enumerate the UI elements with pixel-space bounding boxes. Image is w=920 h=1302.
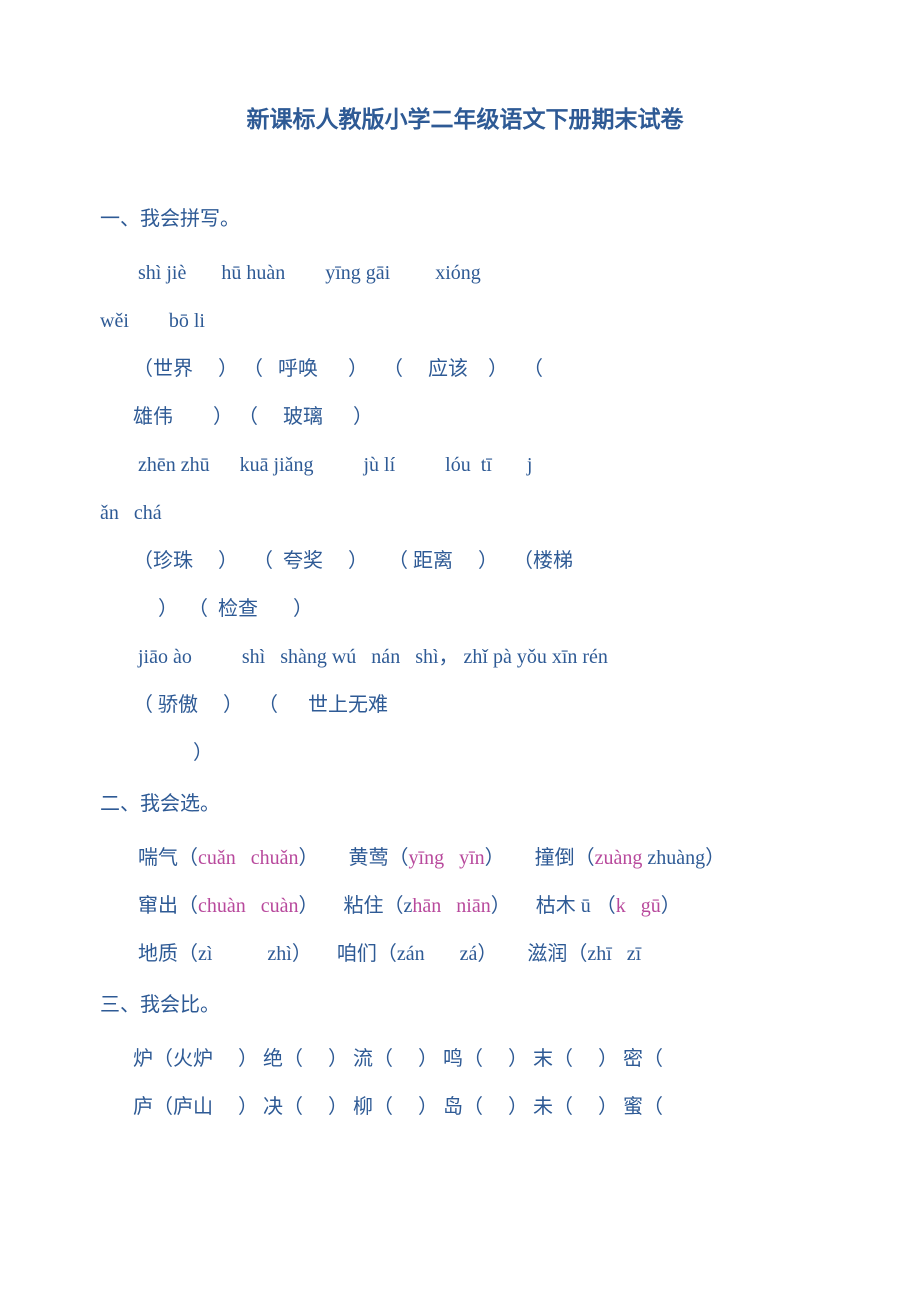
s1-line: zhēn zhū kuā jiǎng jù lí lóu tī j: [100, 441, 830, 489]
answer-pinyin: hān niān: [412, 895, 490, 917]
s1-line: jiāo ào shì shàng wú nán shì， zhǐ pà yǒu…: [100, 633, 830, 681]
s3-line: 炉（火炉 ） 绝（ ） 流（ ） 鸣（ ） 末（ ） 密（: [100, 1035, 830, 1083]
section-3-head: 三、我会比。: [100, 988, 830, 1017]
s1-line: （世界 ） （ 呼唤 ） （ 应该 ） （: [100, 345, 830, 393]
s1-line: 雄伟 ） （ 玻璃 ）: [100, 393, 830, 441]
section-1-head: 一、我会拼写。: [100, 202, 830, 231]
exam-title: 新课标人教版小学二年级语文下册期末试卷: [100, 100, 830, 134]
s1-line: shì jiè hū huàn yīng gāi xióng: [100, 249, 830, 297]
s1-line: ǎn chá: [100, 489, 830, 537]
s3-line: 庐（庐山 ） 决（ ） 柳（ ） 岛（ ） 未（ ） 蜜（: [100, 1083, 830, 1131]
s2-line: 喘气（cuǎn chuǎn） 黄莺（yīng yīn） 撞倒（zuàng zhu…: [100, 834, 830, 882]
answer-pinyin: cuǎn chuǎn: [198, 847, 299, 869]
s1-line: （珍珠 ） （ 夸奖 ） （ 距离 ） （楼梯: [100, 537, 830, 585]
answer-pinyin: k gū: [616, 895, 661, 917]
answer-pinyin: yīng yīn: [409, 847, 485, 869]
s1-line: ）: [100, 729, 830, 777]
answer-pinyin: zuàng: [595, 847, 643, 869]
section-2-head: 二、我会选。: [100, 787, 830, 816]
s1-line: wěi bō li: [100, 297, 830, 345]
s2-line: 地质（zì zhì） 咱们（zán zá） 滋润（zhī zī: [100, 930, 830, 978]
s1-line: ） （ 检查 ）: [100, 585, 830, 633]
answer-pinyin: chuàn cuàn: [198, 895, 299, 917]
s2-line: 窜出（chuàn cuàn） 粘住（zhān niān） 枯木 ū （k gū）: [100, 882, 830, 930]
s1-line: （ 骄傲 ） （ 世上无难: [100, 681, 830, 729]
